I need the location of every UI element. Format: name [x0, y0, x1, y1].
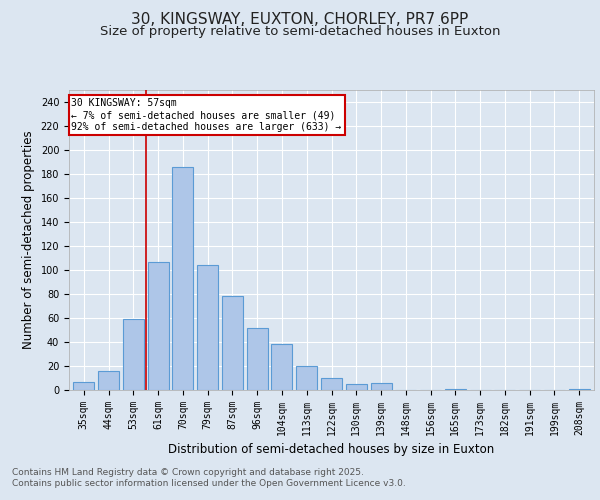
Bar — [197, 265, 218, 390]
Bar — [321, 378, 342, 390]
Bar — [222, 296, 243, 390]
Text: 30 KINGSWAY: 57sqm
← 7% of semi-detached houses are smaller (49)
92% of semi-det: 30 KINGSWAY: 57sqm ← 7% of semi-detached… — [71, 98, 342, 132]
Bar — [172, 167, 193, 390]
Text: Size of property relative to semi-detached houses in Euxton: Size of property relative to semi-detach… — [100, 25, 500, 38]
Bar — [73, 382, 94, 390]
X-axis label: Distribution of semi-detached houses by size in Euxton: Distribution of semi-detached houses by … — [169, 444, 494, 456]
Bar — [98, 371, 119, 390]
Bar — [371, 383, 392, 390]
Bar — [346, 384, 367, 390]
Bar — [296, 366, 317, 390]
Bar — [445, 389, 466, 390]
Bar — [247, 328, 268, 390]
Bar — [271, 344, 292, 390]
Bar — [123, 319, 144, 390]
Bar — [569, 389, 590, 390]
Text: 30, KINGSWAY, EUXTON, CHORLEY, PR7 6PP: 30, KINGSWAY, EUXTON, CHORLEY, PR7 6PP — [131, 12, 469, 28]
Y-axis label: Number of semi-detached properties: Number of semi-detached properties — [22, 130, 35, 350]
Bar — [148, 262, 169, 390]
Text: Contains HM Land Registry data © Crown copyright and database right 2025.
Contai: Contains HM Land Registry data © Crown c… — [12, 468, 406, 487]
